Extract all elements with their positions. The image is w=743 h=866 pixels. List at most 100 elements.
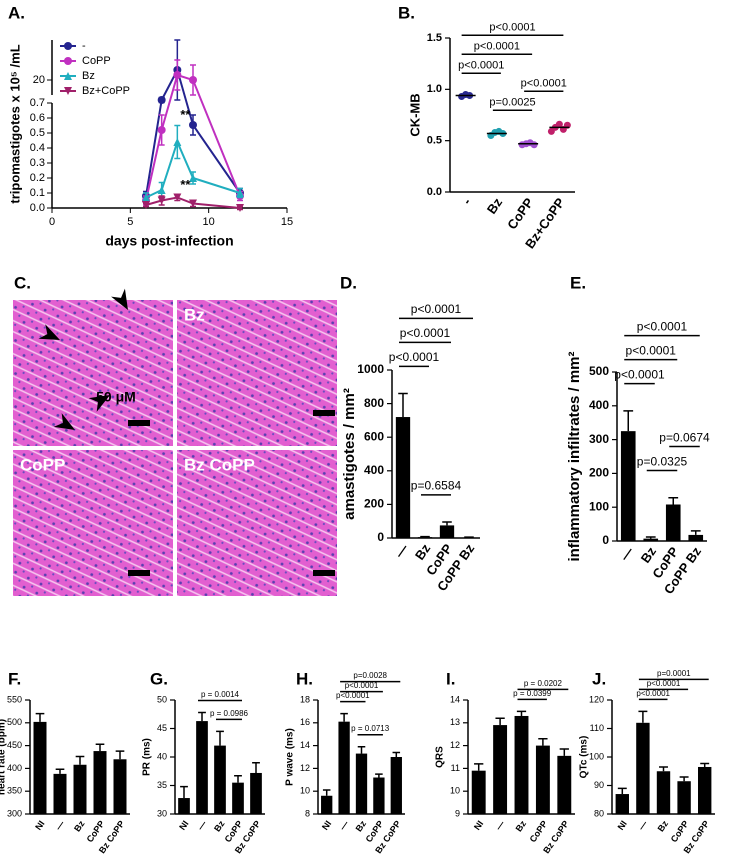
y-axis-label: heart rate (bpm) xyxy=(0,719,8,795)
y-tick-label: 0.1 xyxy=(30,187,45,199)
y-tick-label: 1.5 xyxy=(427,32,442,44)
comparison-label: p<0.0001 xyxy=(411,302,462,316)
scale-bar xyxy=(128,420,150,426)
y-tick-label: 450 xyxy=(7,740,22,750)
bar xyxy=(535,745,550,814)
error-bar xyxy=(700,762,710,767)
y-tick-label: 0.0 xyxy=(30,202,45,214)
bar xyxy=(677,781,691,814)
bar xyxy=(321,795,333,814)
bar xyxy=(620,431,636,541)
bar xyxy=(557,755,572,814)
y-tick-label: 0.4 xyxy=(30,142,45,154)
y-tick-label: 350 xyxy=(7,786,22,796)
x-tick-label: 0 xyxy=(49,216,55,228)
panel-letter: I. xyxy=(446,669,455,688)
data-point xyxy=(157,196,166,205)
bar xyxy=(643,538,659,541)
x-tick-label: CoPP xyxy=(504,195,536,232)
data-point xyxy=(236,189,244,197)
data-point xyxy=(236,204,244,212)
bar xyxy=(665,504,681,541)
y-tick-label: 12 xyxy=(450,740,460,750)
x-tick-label: — xyxy=(337,819,350,832)
panel-letter: D. xyxy=(340,273,357,292)
comparison-label: p<0.0001 xyxy=(474,40,520,52)
bar xyxy=(214,745,226,814)
x-tick-label: — xyxy=(493,819,506,832)
y-tick-label: 0 xyxy=(377,530,384,544)
y-axis-label: QTc (ms) xyxy=(579,736,590,779)
comparison-label: p<0.0001 xyxy=(647,679,681,688)
y-tick-label: 400 xyxy=(589,398,609,412)
data-point xyxy=(173,138,182,146)
annotation: ** xyxy=(180,177,191,192)
y-tick-label: 8 xyxy=(305,808,310,818)
panel-letter: C. xyxy=(14,273,31,292)
error-bar xyxy=(180,785,188,799)
data-point xyxy=(173,71,182,79)
legend-label: CoPP xyxy=(82,55,111,67)
panel-letter: B. xyxy=(398,3,415,22)
comparison-label: p=0.6584 xyxy=(411,479,462,493)
scale-bar xyxy=(313,570,335,576)
data-point xyxy=(189,121,197,129)
data-point xyxy=(189,174,197,182)
x-tick-label: Bz xyxy=(656,818,671,833)
comparison-label: p<0.0001 xyxy=(345,681,379,690)
error-bar xyxy=(659,766,668,772)
y-tick-label: 10 xyxy=(300,786,310,796)
comparison-label: p=0.0025 xyxy=(489,96,535,108)
comparison-label: p=0.0325 xyxy=(637,454,688,468)
bar xyxy=(636,722,650,814)
y-tick-label: 12 xyxy=(300,763,310,773)
y-tick-label: 400 xyxy=(364,463,384,477)
bar xyxy=(395,417,411,538)
bar xyxy=(615,794,629,814)
x-tick-label: — xyxy=(617,544,637,563)
bar xyxy=(113,759,127,814)
y-tick-label: 600 xyxy=(364,429,384,443)
x-tick-label: - xyxy=(459,195,474,207)
y-tick-label: 120 xyxy=(589,694,604,704)
data-point xyxy=(189,76,197,84)
error-bar xyxy=(340,712,348,722)
comparison-label: p<0.0001 xyxy=(521,77,567,89)
error-bar xyxy=(516,710,527,716)
x-tick-label: CoPP xyxy=(528,819,550,844)
error-bar xyxy=(357,745,366,754)
data-point xyxy=(142,201,150,209)
bar xyxy=(232,782,244,814)
error-bar xyxy=(420,535,430,538)
y-tick-label: 0.5 xyxy=(30,127,45,139)
comparison-label: p<0.0001 xyxy=(400,326,451,340)
y-tick-label: 200 xyxy=(364,497,384,511)
x-tick-label: — xyxy=(636,819,649,832)
bar xyxy=(656,771,671,814)
error-bar xyxy=(252,761,260,773)
comparison-label: p<0.0001 xyxy=(489,21,535,33)
error-bar xyxy=(442,521,452,526)
panel-label: Bz CoPP xyxy=(184,455,255,474)
error-bar xyxy=(216,730,224,746)
y-tick-label: 10 xyxy=(450,786,460,796)
comparison-label: p = 0.0713 xyxy=(351,724,390,733)
data-point xyxy=(189,199,197,208)
y-tick-label: 800 xyxy=(364,396,384,410)
comparison-label: p<0.0001 xyxy=(458,59,504,71)
y-tick-label: 0.7 xyxy=(30,97,45,109)
annotation: ** xyxy=(180,107,191,122)
bar xyxy=(33,721,47,814)
error-bar xyxy=(55,768,65,774)
error-bar xyxy=(75,755,85,765)
comparison-label: p = 0.0202 xyxy=(524,679,563,688)
bar xyxy=(250,772,262,814)
scale-label: 50 μM xyxy=(96,389,136,405)
bar xyxy=(196,721,208,814)
y-tick-label: 20 xyxy=(33,74,45,86)
error-bar xyxy=(638,710,648,723)
comparison-label: p = 0.0986 xyxy=(210,709,249,718)
x-tick-label: 15 xyxy=(281,216,293,228)
x-tick-label: — xyxy=(195,819,208,832)
